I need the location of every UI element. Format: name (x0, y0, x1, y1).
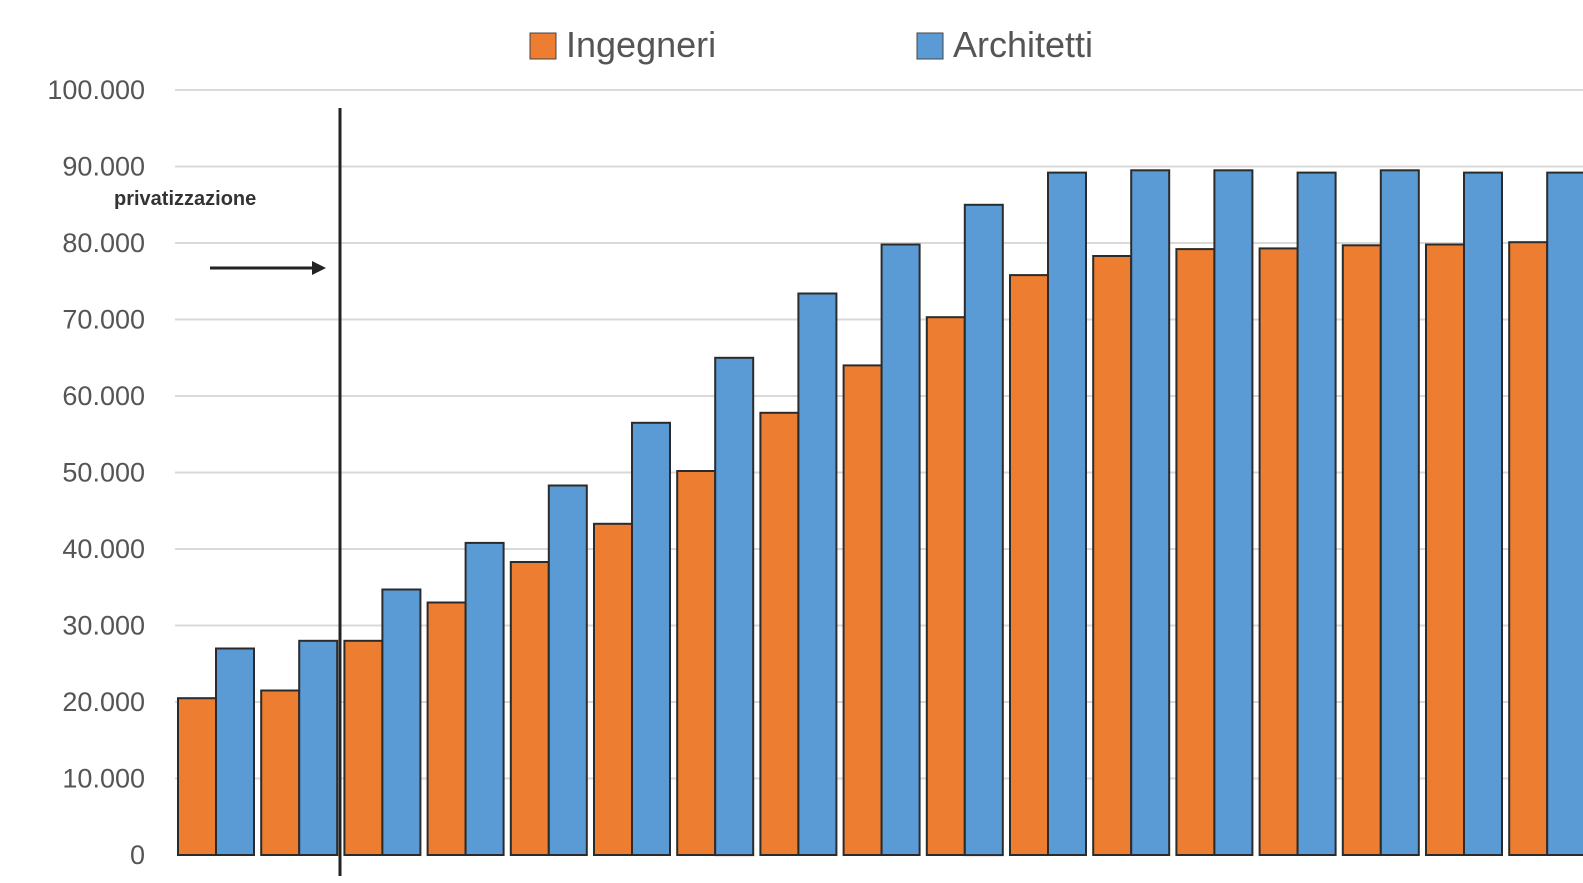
bar-architetti-12 (1130, 169, 1171, 857)
bar-ingegneri-1 (177, 697, 217, 857)
bar-architetti-2 (298, 639, 339, 856)
bar-architetti-17 (1546, 171, 1583, 857)
bar-architetti-7 (714, 356, 755, 857)
privatizzazione-label: privatizzazione (114, 188, 256, 210)
bar-architetti-8 (797, 292, 838, 856)
bar-ingegneri-9 (842, 364, 883, 856)
bar-ingegneri-11 (1009, 274, 1049, 857)
bar-ingegneri-4 (426, 601, 467, 856)
bar-ingegneri-15 (1341, 244, 1382, 857)
bar-architetti-6 (631, 421, 671, 856)
bar-ingegneri-5 (509, 561, 550, 856)
legend-swatch-architetti (916, 32, 944, 60)
y-tick-label: 10.000 (62, 764, 145, 794)
bar-ingegneri-10 (925, 316, 966, 856)
bar-ingegneri-6 (593, 522, 633, 856)
legend-label-architetti: Architetti (953, 24, 1093, 65)
y-tick-label: 50.000 (62, 458, 145, 488)
arrow-head-icon (312, 261, 326, 275)
bar-ingegneri-13 (1175, 248, 1216, 857)
bar-architetti-3 (381, 588, 422, 856)
bar-architetti-9 (880, 243, 921, 856)
bar-ingegneri-8 (759, 411, 800, 856)
bars (177, 169, 1583, 857)
y-tick-label: 20.000 (62, 687, 145, 717)
y-axis-ticks: 0 10.000 20.000 30.000 40.000 50.000 60.000 70.… (47, 75, 145, 870)
legend: Ingegneri Architetti (529, 24, 1093, 65)
privatizzazione-annotation: privatizzazione (114, 108, 342, 876)
bar-architetti-4 (464, 541, 505, 857)
bar-architetti-5 (547, 484, 588, 856)
y-tick-label: 40.000 (62, 534, 145, 564)
bar-ingegneri-17 (1508, 241, 1549, 856)
bar-ingegneri-12 (1092, 255, 1133, 856)
legend-label-ingegneri: Ingegneri (566, 24, 716, 65)
y-tick-label: 100.000 (47, 75, 145, 105)
y-tick-label: 70.000 (62, 305, 145, 335)
bar-ingegneri-2 (260, 689, 301, 856)
bar-ingegneri-16 (1425, 243, 1465, 856)
bar-architetti-16 (1463, 171, 1503, 857)
bar-architetti-15 (1379, 169, 1420, 857)
y-tick-label: 60.000 (62, 381, 145, 411)
bar-architetti-13 (1213, 169, 1254, 857)
bar-architetti-14 (1296, 171, 1337, 857)
bar-architetti-1 (215, 647, 255, 856)
bar-architetti-10 (963, 203, 1004, 857)
bar-ingegneri-7 (676, 470, 717, 856)
y-tick-label: 30.000 (62, 611, 145, 641)
y-tick-label: 80.000 (62, 228, 145, 258)
bar-architetti-11 (1047, 171, 1087, 857)
legend-swatch-ingegneri (529, 32, 557, 60)
bar-ingegneri-3 (343, 639, 384, 856)
bar-ingegneri-14 (1258, 247, 1299, 856)
y-tick-label: 90.000 (62, 152, 145, 182)
y-tick-label: 0 (130, 840, 145, 870)
